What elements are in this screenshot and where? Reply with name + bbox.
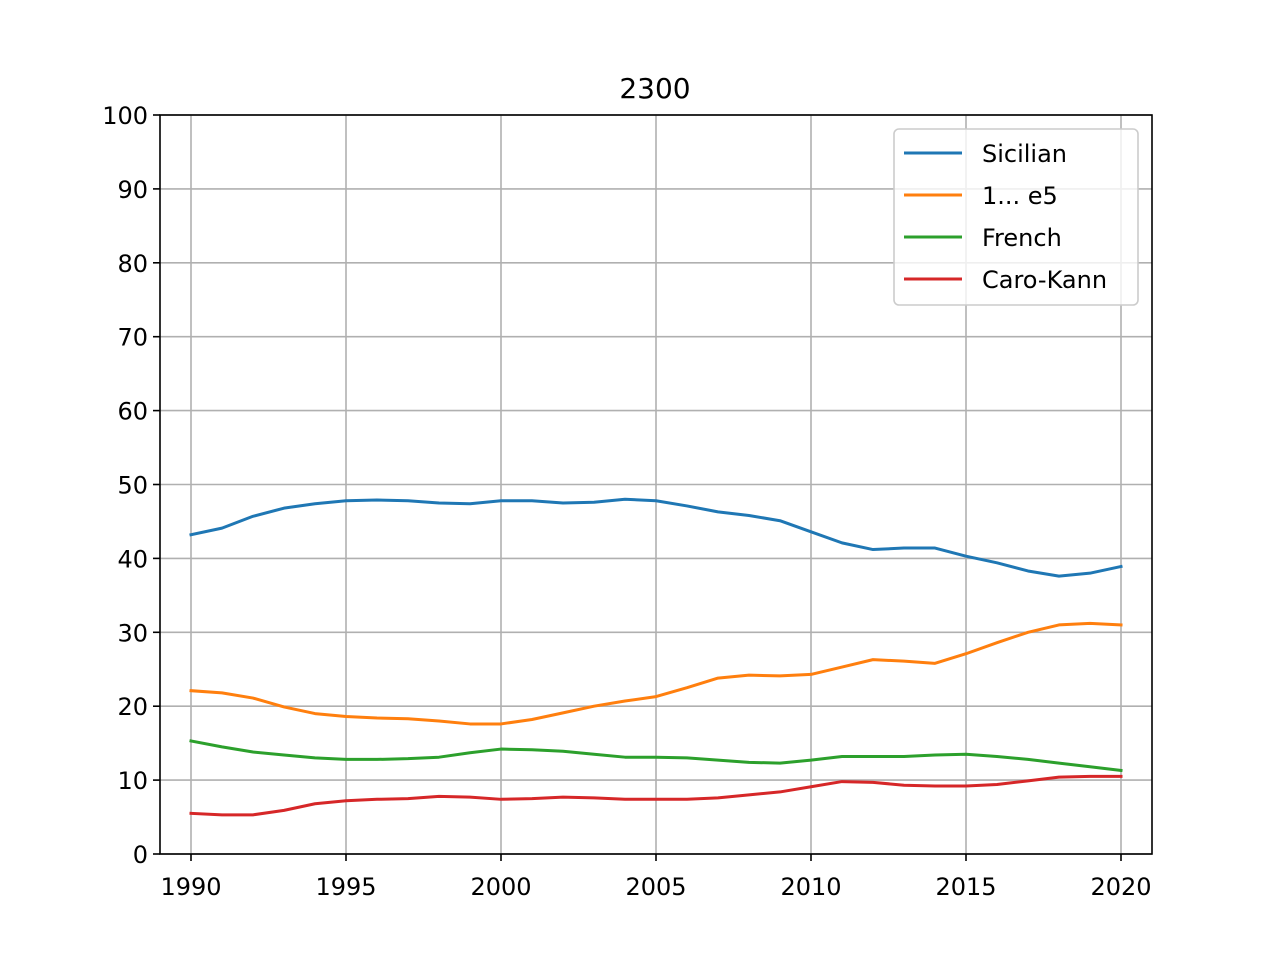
y-tick-label: 10 bbox=[117, 767, 148, 795]
legend-box bbox=[893, 128, 1139, 306]
series-line-caro-kann bbox=[189, 774, 1123, 817]
x-tick-label: 2020 bbox=[1090, 873, 1151, 901]
y-tick-label: 20 bbox=[117, 693, 148, 721]
y-tick-label: 30 bbox=[117, 619, 148, 647]
y-tick-label: 80 bbox=[117, 250, 148, 278]
x-tick-label: 2000 bbox=[470, 873, 531, 901]
legend-label-caro-kann: Caro-Kann bbox=[982, 266, 1107, 294]
y-tick-label: 100 bbox=[102, 102, 148, 130]
legend-label-sicilian: Sicilian bbox=[982, 140, 1067, 168]
series-lines bbox=[189, 497, 1123, 817]
legend-label-french: French bbox=[982, 224, 1062, 252]
y-tick-label: 70 bbox=[117, 324, 148, 352]
series-line-french bbox=[189, 739, 1123, 773]
y-tick-label: 0 bbox=[133, 841, 148, 869]
x-tick-label: 2015 bbox=[935, 873, 996, 901]
y-tick-label: 60 bbox=[117, 398, 148, 426]
x-tick-label: 2005 bbox=[625, 873, 686, 901]
x-tick-label: 2010 bbox=[780, 873, 841, 901]
legend: Sicilian 1... e5 French Caro-Kann bbox=[893, 128, 1139, 306]
y-tick-label: 90 bbox=[117, 176, 148, 204]
x-tick-label: 1990 bbox=[160, 873, 221, 901]
series-line-1-e5 bbox=[189, 621, 1123, 726]
y-tick-label: 50 bbox=[117, 472, 148, 500]
series-line-sicilian bbox=[189, 497, 1123, 578]
axes: 1990 1995 2000 2005 2010 2015 2020 0 10 20 30 40 50 6… bbox=[102, 102, 1151, 901]
y-tick-label: 40 bbox=[117, 545, 148, 573]
chart-title: 2300 bbox=[619, 72, 690, 105]
legend-label-1-e5: 1... e5 bbox=[982, 182, 1058, 210]
x-tick-label: 1995 bbox=[315, 873, 376, 901]
